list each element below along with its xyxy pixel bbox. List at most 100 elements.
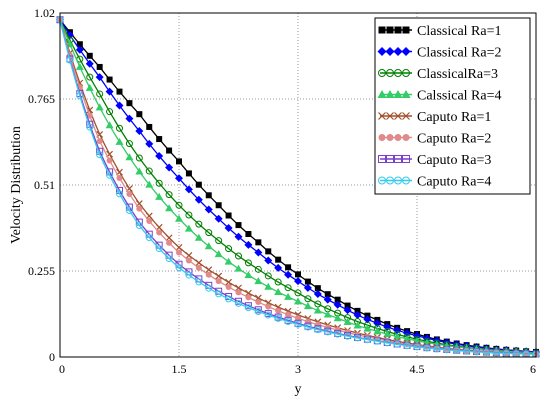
- data-point: [377, 47, 387, 56]
- data-point: [95, 103, 104, 111]
- data-point: [125, 207, 133, 215]
- data-point: [333, 300, 342, 309]
- data-point: [165, 255, 173, 263]
- data-point: [195, 264, 202, 271]
- data-point: [294, 297, 302, 305]
- data-point: [106, 76, 113, 83]
- data-point: [403, 334, 412, 342]
- data-point: [215, 278, 222, 285]
- data-point: [295, 271, 301, 278]
- y-tick-label: 0: [49, 350, 55, 364]
- data-point: [314, 285, 321, 292]
- data-point: [166, 147, 173, 154]
- data-point: [235, 252, 242, 260]
- data-point: [96, 90, 104, 98]
- data-point: [76, 92, 84, 100]
- data-point: [284, 317, 292, 325]
- data-point: [126, 100, 133, 107]
- data-point: [264, 256, 273, 265]
- data-point: [185, 211, 193, 219]
- legend-item: ClassicalRa=3: [378, 67, 498, 82]
- data-point: [165, 204, 174, 212]
- data-point: [146, 123, 153, 130]
- data-point: [145, 180, 154, 188]
- data-point: [393, 340, 401, 348]
- legend-label: Caputo Ra=4: [417, 175, 491, 190]
- data-point: [215, 290, 223, 298]
- data-point: [176, 249, 182, 256]
- data-point: [195, 259, 203, 267]
- data-point: [254, 277, 263, 285]
- data-point: [214, 250, 223, 258]
- data-point: [195, 278, 203, 286]
- data-point: [205, 229, 213, 237]
- legend-item: Classical Ra=1: [378, 24, 502, 39]
- data-point: [354, 334, 361, 342]
- data-point: [76, 41, 83, 48]
- data-point: [303, 302, 312, 310]
- data-point: [433, 345, 441, 353]
- tick-labels: 0 1.5 3 4.5 6 0 0.255 0.51 0.765 1.02: [28, 6, 536, 376]
- legend-label: Caputo Ra=2: [417, 132, 491, 147]
- data-point: [255, 299, 262, 306]
- series-layer: [56, 15, 540, 358]
- data-point: [274, 314, 282, 322]
- legend-item: Caputo Ra=4: [378, 175, 491, 190]
- data-point: [394, 69, 402, 77]
- data-point: [224, 257, 233, 265]
- data-point: [155, 192, 164, 200]
- data-point: [244, 240, 253, 249]
- data-point: [402, 176, 410, 185]
- data-point: [385, 90, 395, 98]
- data-point: [215, 237, 223, 245]
- data-point: [184, 224, 193, 232]
- data-point: [204, 205, 213, 214]
- legend-label: Classical Ra=2: [417, 46, 502, 61]
- data-point: [363, 315, 372, 324]
- data-point: [363, 336, 371, 344]
- data-point: [205, 192, 212, 199]
- data-point: [353, 321, 362, 329]
- data-point: [275, 256, 282, 263]
- data-point: [86, 112, 93, 119]
- data-point: [145, 167, 153, 175]
- data-point: [156, 229, 163, 236]
- data-point: [66, 56, 74, 64]
- data-point: [402, 112, 410, 120]
- data-point: [244, 304, 252, 312]
- data-point: [185, 271, 193, 279]
- data-point: [363, 324, 372, 332]
- data-point: [175, 214, 183, 222]
- data-point: [274, 278, 282, 286]
- data-point: [313, 306, 322, 314]
- data-point: [165, 163, 174, 172]
- data-point: [394, 176, 402, 185]
- data-point: [304, 295, 312, 303]
- legend-label: ClassicalRa=3: [417, 67, 498, 82]
- y-tick-label: 1.02: [34, 6, 55, 20]
- data-point: [75, 62, 84, 70]
- data-point: [265, 248, 272, 255]
- data-point: [195, 181, 202, 188]
- data-point: [386, 26, 394, 34]
- data-point: [284, 270, 293, 279]
- data-point: [96, 63, 103, 70]
- data-point: [215, 202, 222, 209]
- data-point: [155, 179, 163, 187]
- data-point: [195, 220, 203, 228]
- data-point: [184, 185, 193, 194]
- data-point: [225, 295, 233, 303]
- data-point: [135, 167, 144, 175]
- data-point: [453, 347, 461, 355]
- data-point: [285, 264, 292, 271]
- data-point: [393, 47, 403, 56]
- x-tick-label: 4.5: [410, 362, 425, 376]
- data-point: [115, 137, 124, 145]
- data-point: [255, 239, 262, 246]
- data-point: [492, 349, 500, 357]
- data-point: [324, 328, 332, 336]
- data-point: [146, 218, 153, 225]
- data-point: [265, 303, 272, 310]
- data-point: [334, 296, 341, 303]
- data-point: [323, 295, 332, 304]
